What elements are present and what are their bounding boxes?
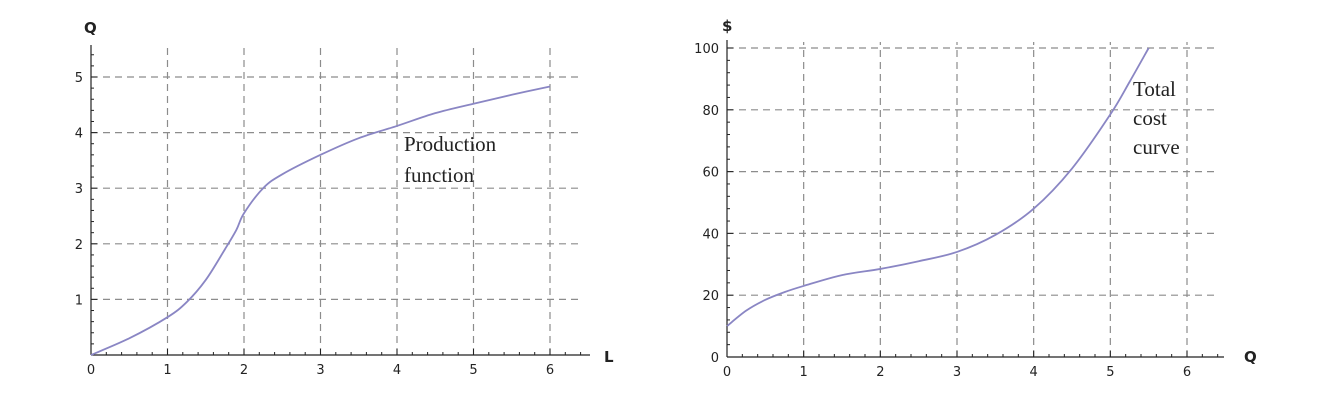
curve-annotation: Total — [1133, 77, 1176, 101]
y-tick-label: 80 — [702, 104, 719, 119]
y-tick-label: 3 — [75, 182, 83, 197]
x-tick-label: 6 — [546, 363, 554, 378]
curve-annotation: cost — [1133, 106, 1167, 130]
curve-annotation: Production — [404, 132, 497, 156]
x-axis-label: Q — [1244, 348, 1257, 366]
x-tick-label: 2 — [240, 363, 248, 378]
curve-annotation: function — [404, 163, 474, 187]
x-tick-label: 3 — [953, 365, 961, 380]
x-tick-label: 0 — [723, 365, 731, 380]
y-tick-label: 5 — [75, 71, 83, 86]
y-axis-label: $ — [722, 17, 732, 35]
chart-1: 0 1 2 3 4 5 6 1 2 3 4 5 L Q Production function — [75, 19, 614, 378]
x-tick-label: 1 — [163, 363, 171, 378]
y-axis-label: Q — [84, 19, 97, 37]
y-tick-label: 4 — [75, 127, 83, 142]
x-tick-label: 5 — [1106, 365, 1114, 380]
x-tick-label: 5 — [469, 363, 477, 378]
y-tick-label: 40 — [702, 227, 719, 242]
y-tick-label: 2 — [75, 238, 83, 253]
x-tick-label: 1 — [800, 365, 808, 380]
x-axis-label: L — [604, 348, 614, 366]
y-tick-label: 1 — [75, 293, 83, 308]
y-tick-label: 60 — [702, 166, 719, 181]
x-tick-label: 4 — [1030, 365, 1038, 380]
y-tick-label: 0 — [711, 351, 719, 366]
x-tick-label: 3 — [316, 363, 324, 378]
x-tick-label: 4 — [393, 363, 401, 378]
y-tick-label: 100 — [694, 42, 719, 57]
series-line — [726, 47, 1150, 327]
series-line — [90, 85, 551, 356]
curve-annotation: curve — [1133, 135, 1180, 159]
x-tick-label: 2 — [876, 365, 884, 380]
x-tick-label: 0 — [87, 363, 95, 378]
y-tick-label: 20 — [702, 289, 719, 304]
x-tick-label: 6 — [1183, 365, 1191, 380]
